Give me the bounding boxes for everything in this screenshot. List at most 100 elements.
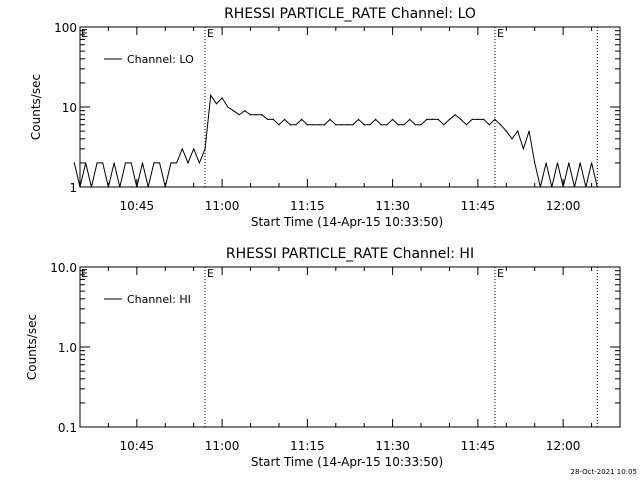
data-point	[437, 118, 439, 120]
data-point	[454, 114, 456, 116]
data-point	[210, 94, 212, 96]
x-tick-label: 11:15	[290, 439, 325, 453]
data-point	[403, 124, 405, 126]
data-point	[545, 162, 547, 164]
chart-title: RHESSI PARTICLE_RATE Channel: LO	[224, 6, 476, 22]
x-tick-label: 11:30	[375, 439, 410, 453]
data-point	[374, 118, 377, 120]
data-point	[329, 118, 331, 120]
data-point	[284, 118, 286, 120]
data-point	[73, 162, 75, 164]
time-marker-label: E	[497, 27, 504, 40]
data-point	[573, 186, 576, 188]
data-point	[130, 162, 132, 164]
data-point	[500, 124, 502, 126]
data-point	[221, 97, 223, 99]
data-point	[301, 118, 303, 120]
data-point	[534, 162, 536, 164]
data-point	[295, 124, 297, 126]
x-tick-label: 10:45	[120, 199, 155, 213]
data-point	[272, 118, 274, 120]
data-point	[340, 124, 343, 126]
legend-label: Channel: HI	[127, 293, 191, 306]
data-point	[585, 186, 587, 188]
data-point	[141, 162, 144, 164]
data-point	[522, 148, 524, 150]
data-point	[448, 118, 451, 120]
data-point	[215, 103, 218, 105]
data-point	[426, 118, 428, 120]
data-point	[596, 186, 598, 188]
data-point	[551, 186, 553, 188]
data-point	[352, 124, 354, 126]
data-point	[119, 186, 121, 188]
y-tick-label: 10.0	[50, 261, 77, 275]
data-point	[477, 118, 479, 120]
data-point	[505, 130, 507, 132]
data-point	[198, 162, 200, 164]
data-point	[386, 124, 388, 126]
data-point	[556, 162, 559, 164]
data-point	[494, 118, 496, 120]
data-point	[204, 148, 206, 150]
data-point	[181, 148, 183, 150]
data-point	[414, 124, 416, 126]
data-point	[392, 118, 394, 120]
data-point	[136, 186, 138, 188]
data-point	[147, 186, 149, 188]
y-tick-label: 1.0	[58, 341, 77, 355]
x-axis-label: Start Time (14-Apr-15 10:33:50)	[251, 215, 443, 229]
chart-title: RHESSI PARTICLE_RATE Channel: HI	[226, 246, 474, 262]
data-point	[590, 162, 593, 164]
data-point	[261, 114, 263, 116]
x-tick-label: 11:45	[461, 439, 496, 453]
data-point	[318, 124, 320, 126]
data-point	[85, 162, 87, 164]
x-tick-label: 11:45	[461, 199, 496, 213]
data-point	[397, 124, 399, 126]
data-point	[124, 162, 127, 164]
data-point	[278, 124, 280, 126]
y-tick-label: 0.1	[58, 421, 77, 435]
x-tick-label: 11:00	[205, 199, 240, 213]
x-tick-label: 12:00	[546, 439, 581, 453]
x-axis-label: Start Time (14-Apr-15 10:33:50)	[251, 455, 443, 469]
data-point	[249, 114, 252, 116]
data-point	[158, 162, 161, 164]
y-tick-label: 10	[62, 101, 77, 115]
data-point	[176, 162, 178, 164]
data-point	[187, 162, 189, 164]
y-axis-label: Counts/sec	[29, 74, 43, 140]
data-point	[539, 186, 542, 188]
data-point	[232, 110, 235, 112]
time-marker-label: E	[207, 27, 214, 40]
data-point	[153, 162, 155, 164]
data-point	[164, 186, 166, 188]
left-edge-label: E	[81, 27, 88, 40]
data-point	[471, 118, 473, 120]
data-point	[323, 124, 326, 126]
chart-hi: RHESSI PARTICLE_RATE Channel: HI 10:45 11:…	[25, 246, 621, 469]
data-point	[227, 106, 229, 108]
data-point	[460, 118, 462, 120]
x-tick-label: 11:00	[205, 439, 240, 453]
data-point	[79, 186, 81, 188]
time-marker-label: E	[207, 267, 214, 280]
data-point	[90, 186, 92, 188]
data-point	[568, 162, 570, 164]
data-point	[380, 124, 382, 126]
data-point	[488, 124, 490, 126]
y-axis-label: Counts/sec	[25, 314, 39, 380]
data-point	[482, 118, 485, 120]
data-point	[511, 138, 513, 140]
x-tick-label: 11:30	[375, 199, 410, 213]
data-point	[363, 124, 365, 126]
data-point	[107, 186, 110, 188]
x-tick-label: 12:00	[546, 199, 581, 213]
data-point	[431, 118, 434, 120]
data-point	[170, 162, 172, 164]
x-tick-label: 11:15	[290, 199, 325, 213]
data-point	[369, 124, 371, 126]
